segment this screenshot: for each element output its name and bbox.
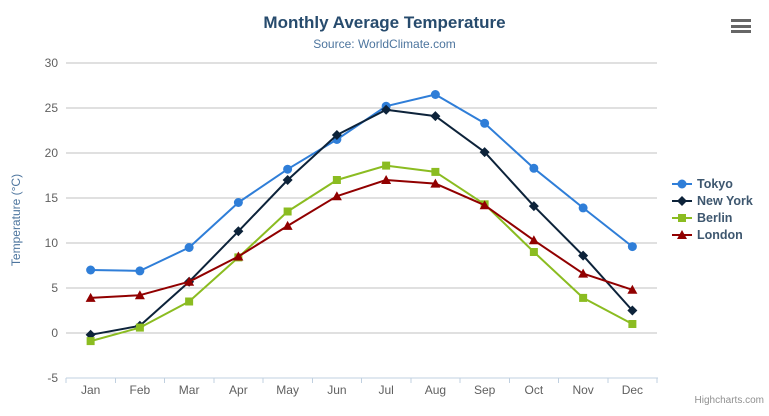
x-axis-label: Mar [179,383,200,397]
legend: Tokyo New York Berlin London [672,177,753,242]
marker-new-york[interactable] [578,250,589,261]
marker-london[interactable] [528,235,539,245]
x-axis-label: Feb [130,383,151,397]
legend-marker-london[interactable] [677,230,687,239]
marker-new-york[interactable] [627,305,638,316]
legend-marker-tokyo[interactable] [677,179,687,189]
y-axis-label: 0 [51,326,58,340]
marker-tokyo[interactable] [529,163,539,173]
marker-london[interactable] [381,175,392,184]
y-axis-label: -5 [47,371,58,385]
chart-subtitle: Source: WorldClimate.com [313,37,456,51]
marker-london[interactable] [430,178,441,188]
export-menu-button[interactable] [731,18,753,34]
marker-tokyo[interactable] [627,242,637,252]
series-line-london [89,179,634,299]
hamburger-icon [731,30,751,33]
legend-label: New York [697,194,753,208]
x-axis-label: Oct [525,383,544,397]
legend-item-new-york[interactable]: New York [672,194,753,208]
marker-london[interactable] [233,251,244,261]
y-axis-label: 25 [45,101,59,115]
marker-berlin[interactable] [431,167,440,176]
marker-tokyo[interactable] [233,198,243,207]
legend-item-tokyo[interactable]: Tokyo [672,177,753,191]
marker-tokyo[interactable] [283,164,293,174]
legend-marker-berlin[interactable] [678,214,686,222]
marker-london[interactable] [184,276,195,286]
marker-london[interactable] [627,284,638,294]
x-axis-label: Jun [327,383,346,397]
series-line-tokyo [89,93,634,272]
x-axis-label: Nov [572,383,593,397]
marker-berlin[interactable] [185,297,194,306]
series-line-new-york [89,108,634,336]
legend-item-berlin[interactable]: Berlin [672,211,753,225]
marker-tokyo[interactable] [86,265,96,275]
marker-new-york[interactable] [331,130,342,140]
marker-tokyo[interactable] [480,118,490,128]
y-axis-label: 30 [45,56,59,70]
hamburger-icon [731,19,751,22]
x-axis-label: Jan [81,383,100,397]
series-line-berlin [89,164,634,343]
marker-new-york[interactable] [233,226,244,237]
credits-link[interactable]: Highcharts.com [694,395,764,406]
y-axis-label: 20 [45,146,59,160]
legend-symbol-square-icon [672,214,692,222]
marker-london[interactable] [331,191,342,201]
legend-marker-new-york[interactable] [677,196,687,206]
marker-berlin[interactable] [283,207,292,216]
marker-london[interactable] [282,220,293,230]
y-axis-label: 10 [45,236,59,250]
y-axis-label: 5 [51,281,58,295]
legend-label: London [697,228,743,242]
chart-title: Monthly Average Temperature [263,13,506,32]
marker-new-york[interactable] [528,201,539,212]
marker-new-york[interactable] [430,111,441,122]
marker-tokyo[interactable] [184,243,194,252]
legend-item-london[interactable]: London [672,228,753,242]
marker-london[interactable] [85,292,96,302]
legend-symbol-triangle-icon [672,230,692,239]
legend-label: Tokyo [697,177,733,191]
marker-berlin[interactable] [382,161,391,170]
marker-berlin[interactable] [86,337,95,346]
x-axis-label: Sep [474,383,496,397]
x-axis-label: May [276,383,299,397]
marker-berlin[interactable] [579,293,588,302]
marker-london[interactable] [479,200,490,210]
x-axis-label: Aug [425,383,446,397]
series-new-york [85,104,638,340]
marker-berlin[interactable] [529,248,538,256]
series-london [85,175,638,302]
x-axis-label: Dec [622,383,643,397]
x-axis-label: Apr [229,383,248,397]
marker-berlin[interactable] [332,176,341,184]
x-axis-label: Jul [378,383,393,397]
legend-label: Berlin [697,211,733,225]
marker-tokyo[interactable] [430,90,440,99]
y-axis-label: 15 [45,191,59,205]
marker-new-york[interactable] [282,175,293,185]
marker-berlin[interactable] [135,323,144,332]
marker-berlin[interactable] [628,320,637,328]
legend-symbol-diamond-icon [672,196,692,206]
series-tokyo [86,90,637,276]
legend-symbol-circle-icon [672,179,692,189]
hamburger-icon [731,24,751,28]
marker-tokyo[interactable] [578,203,588,213]
marker-london[interactable] [578,268,589,278]
marker-tokyo[interactable] [135,266,145,276]
marker-new-york[interactable] [381,104,392,115]
marker-london[interactable] [134,290,145,300]
marker-new-york[interactable] [479,147,490,158]
